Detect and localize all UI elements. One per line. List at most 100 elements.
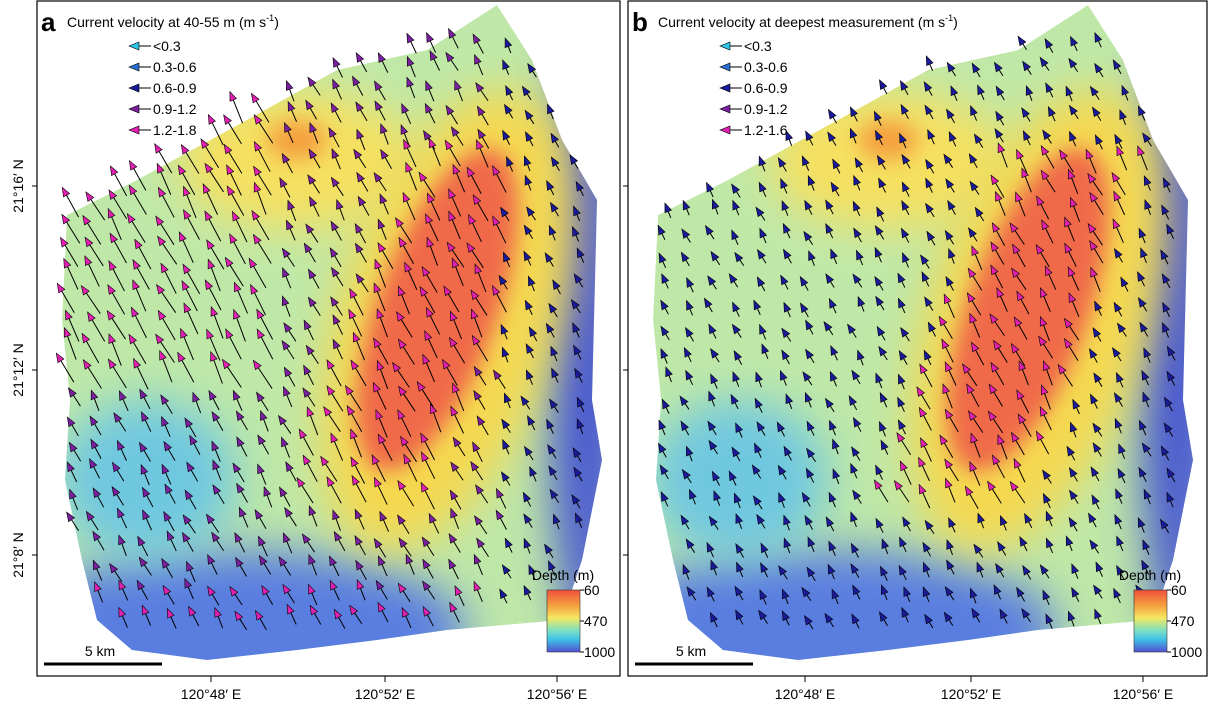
arrow-shaft bbox=[970, 391, 980, 408]
arrow-head bbox=[1065, 85, 1074, 97]
arrow-shaft bbox=[905, 260, 909, 268]
arrow-shaft bbox=[921, 465, 930, 482]
legend-arrow-head bbox=[719, 83, 731, 93]
arrow-shaft bbox=[1016, 275, 1027, 290]
arrow-head bbox=[1113, 190, 1122, 202]
arrow-head bbox=[1092, 327, 1102, 338]
arrow-shaft bbox=[923, 445, 932, 462]
arrow-shaft bbox=[335, 274, 344, 287]
arrow-shaft bbox=[1001, 549, 1007, 556]
arrow-head bbox=[476, 537, 485, 549]
arrow-shaft bbox=[256, 218, 270, 241]
arrow-head bbox=[1042, 589, 1051, 601]
arrow-head bbox=[309, 195, 318, 207]
ridge bbox=[356, 148, 518, 472]
arrow-shaft bbox=[456, 172, 466, 193]
arrow-head bbox=[156, 162, 165, 174]
arrow-shaft bbox=[380, 588, 388, 600]
arrow-head bbox=[759, 227, 768, 239]
arrow-shaft bbox=[70, 470, 78, 483]
arrow-head bbox=[1040, 169, 1050, 181]
arrow-shaft bbox=[1147, 183, 1151, 191]
arrow-head bbox=[756, 513, 765, 525]
arrow-shaft bbox=[878, 381, 883, 389]
arrow-head bbox=[380, 148, 389, 160]
arrow-shaft bbox=[506, 260, 511, 268]
arrow-shaft bbox=[290, 612, 297, 625]
arrow-head bbox=[1068, 489, 1078, 501]
arrow-shaft bbox=[1120, 573, 1125, 580]
arrow-shaft bbox=[211, 122, 224, 146]
arrow-shaft bbox=[1118, 426, 1122, 434]
arrow-head bbox=[946, 61, 956, 73]
arrow-head bbox=[730, 393, 739, 405]
arrow-head bbox=[302, 387, 312, 398]
arrow-shaft bbox=[452, 36, 459, 49]
arrow-head bbox=[420, 432, 429, 444]
arrow-head bbox=[1042, 469, 1051, 481]
arrow-shaft bbox=[808, 622, 814, 630]
arrow-shaft bbox=[430, 201, 441, 221]
arrow-shaft bbox=[231, 193, 245, 216]
arrow-shaft bbox=[972, 469, 981, 486]
arrow-head bbox=[257, 463, 265, 475]
arrow-head bbox=[90, 389, 99, 401]
arrow-shaft bbox=[1046, 501, 1051, 509]
arrow-shaft bbox=[878, 487, 889, 503]
arrow-shaft bbox=[1026, 615, 1031, 623]
arrow-head bbox=[728, 273, 738, 284]
arrow-head bbox=[423, 129, 432, 141]
arrow-shaft bbox=[781, 500, 785, 508]
arrow-shaft bbox=[1099, 570, 1103, 577]
arrow-head bbox=[572, 225, 580, 237]
arrow-head bbox=[211, 410, 221, 422]
arrow-head bbox=[573, 466, 583, 478]
arrow-shaft bbox=[556, 287, 561, 295]
arrow-shaft bbox=[331, 393, 344, 412]
legend-arrow-head bbox=[128, 104, 140, 114]
arrow-shaft bbox=[877, 119, 882, 126]
arrow-shaft bbox=[1118, 497, 1123, 504]
arrow-shaft bbox=[853, 471, 858, 479]
arrow-head bbox=[448, 558, 457, 570]
arrow-head bbox=[181, 279, 190, 291]
arrow-head bbox=[753, 299, 762, 311]
arrow-head bbox=[333, 608, 343, 620]
arrow-head bbox=[900, 80, 909, 91]
arrow-shaft bbox=[904, 88, 909, 96]
arrow-shaft bbox=[884, 448, 889, 455]
arrow-head bbox=[731, 183, 740, 195]
arrow-shaft bbox=[1021, 369, 1029, 386]
arrow-head bbox=[402, 191, 411, 203]
arrow-shaft bbox=[87, 367, 102, 389]
arrow-shaft bbox=[189, 497, 197, 510]
arrow-shaft bbox=[994, 249, 1005, 265]
arrow-head bbox=[204, 162, 214, 174]
arrow-head bbox=[550, 345, 559, 357]
arrow-head bbox=[502, 438, 510, 450]
legend-arrow-head bbox=[128, 83, 140, 93]
legend-label: 0.6-0.9 bbox=[153, 80, 197, 96]
arrow-shaft bbox=[785, 357, 790, 365]
arrow-head bbox=[229, 90, 237, 102]
arrow-head bbox=[801, 155, 810, 167]
arrow-shaft bbox=[378, 417, 388, 438]
arrow-shaft bbox=[952, 139, 957, 147]
arrow-shaft bbox=[208, 218, 222, 242]
arrow-head bbox=[351, 474, 360, 486]
arrow-head bbox=[520, 395, 530, 406]
arrow-shaft bbox=[134, 315, 147, 339]
arrow-shaft bbox=[1075, 595, 1080, 603]
arrow-head bbox=[285, 219, 294, 231]
arrow-shaft bbox=[1040, 438, 1050, 455]
arrow-head bbox=[257, 434, 266, 446]
arrow-shaft bbox=[787, 454, 792, 461]
arrow-shaft bbox=[1044, 572, 1050, 579]
arrow-head bbox=[876, 154, 886, 166]
arrow-shaft bbox=[188, 425, 197, 438]
arrow-head bbox=[680, 514, 690, 526]
arrow-shaft bbox=[832, 500, 836, 508]
arrow-shaft bbox=[403, 545, 412, 557]
arrow-head bbox=[825, 516, 835, 528]
arrow-head bbox=[544, 252, 554, 263]
